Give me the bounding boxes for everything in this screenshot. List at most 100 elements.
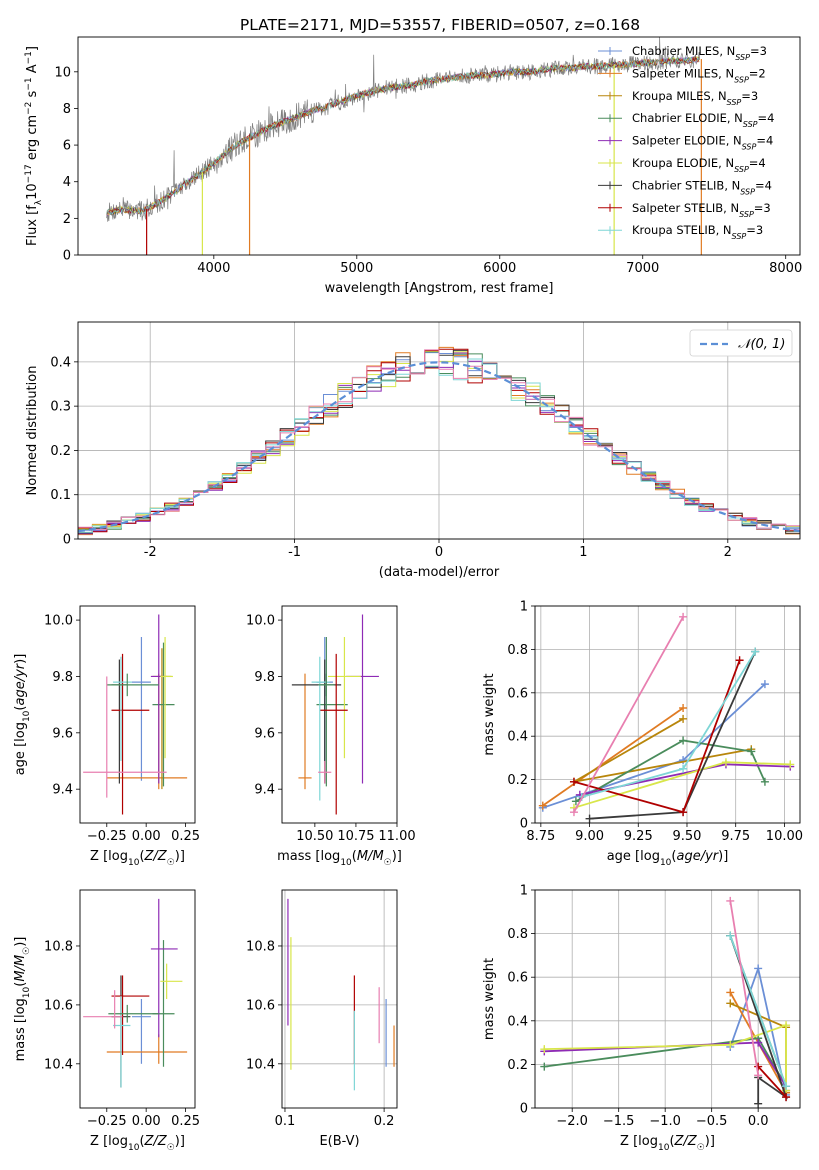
spectrum-panel: 4000 5000 6000 7000 8000 0 2 4 6 8 10 wavelength [A… (24, 36, 802, 296)
mass_vs_Z-xtick-label: 0.25 (171, 1114, 200, 1129)
age_vs_Z-xlabel: Z [log10(Z/Z☉)] (90, 849, 185, 868)
mass-weight-marker (679, 764, 688, 773)
legend-sub: SSP (740, 187, 755, 196)
mass-weight-marker (754, 1099, 763, 1108)
legend-sub: SSP (743, 120, 758, 129)
legend-name: Chabrier STELIB, N (632, 178, 740, 192)
mw_vs_Z-plot (540, 896, 791, 1108)
residuals-ytick-label: 0.2 (50, 444, 71, 459)
ylabel-part: Flux [f (25, 205, 40, 246)
mass_vs_ebv-ytick-label: 10.4 (246, 1057, 275, 1072)
mass-weight-marker (540, 1062, 549, 1071)
ylabel-part: erg cm (25, 115, 40, 164)
mw_vs_age-ytick-label: 0.2 (507, 773, 528, 788)
mass_vs_ebv-xlabel: E(B-V) (319, 1134, 359, 1149)
legend-label: Chabrier MILES, NSSP=3 (632, 44, 767, 62)
xlabel-part: age [log (607, 849, 660, 864)
mass-weight-marker (679, 612, 688, 621)
legend-sub: SSP (739, 209, 754, 218)
xlabel-part: Z [log (90, 849, 128, 864)
errorbar-point (152, 648, 172, 790)
mass_vs_Z-ytick-label: 10.6 (44, 998, 73, 1013)
errorbar-point (152, 642, 175, 787)
mass-weight-marker (569, 808, 578, 817)
mass-weight-series (540, 1021, 791, 1095)
legend-name: Chabrier MILES, N (632, 44, 735, 58)
errorbar-point (328, 637, 361, 759)
mass-weight-marker (760, 777, 769, 786)
mass-weight-series (569, 758, 795, 812)
xlabel-part: wavelength [Angstrom, rest frame] (325, 281, 554, 296)
age_vs_Z-ytick-label: 9.6 (52, 726, 73, 741)
xlabel-part: ( (671, 849, 676, 864)
errorbar-point (111, 653, 150, 815)
figure-title: PLATE=2171, MJD=53557, FIBERID=0507, z=0… (240, 16, 640, 34)
mw_vs_Z-ytick-label: 1 (520, 884, 528, 899)
errorbar-point (106, 1034, 188, 1064)
errorbar-point (150, 614, 167, 784)
mass-weight-marker (538, 801, 547, 810)
age_vs_mass-ytick-label: 9.6 (254, 726, 275, 741)
mass-weight-marker (726, 999, 735, 1008)
legend-count: =2 (749, 66, 766, 80)
mw_vs_age-xtick-label: 8.75 (526, 829, 555, 844)
xlabel-part: )] (705, 1134, 715, 1149)
mass-weight-marker (726, 988, 735, 997)
mass_vs_Z-xtick-label: 0.00 (132, 1114, 161, 1129)
xlabel-part: Z/Z (144, 1134, 168, 1149)
errorbar-point (131, 637, 151, 781)
age_vs_mass-xtick-label: 11.00 (378, 829, 415, 844)
mass-weight-marker (754, 1038, 763, 1047)
age_vs_mass-xtick-label: 10.50 (296, 829, 333, 844)
mass-weight-marker (754, 964, 763, 973)
errorbar-point (318, 761, 332, 784)
legend-count: =3 (741, 89, 758, 103)
ylabel-part: )] (13, 654, 28, 664)
mass-weight-line (544, 1023, 787, 1091)
mass-weight-marker (679, 756, 688, 765)
mw_vs_age-plot (538, 612, 795, 823)
mass-weight-marker (726, 931, 735, 940)
errorbar-point (83, 990, 123, 1029)
mass-weight-marker (760, 680, 769, 689)
age_vs_Z-xtick-label: 0.25 (171, 829, 200, 844)
mw_vs_Z-xtick-label: −1.0 (649, 1114, 681, 1129)
errorbar-point (83, 676, 167, 798)
mw_vs_Z-xtick-label: −2.0 (556, 1114, 588, 1129)
ylabel-part: 10 (22, 710, 32, 722)
mass-weight-series (538, 703, 688, 810)
mw_vs_Z-xtick-label: −1.5 (603, 1114, 635, 1129)
mw_vs_age-xtick-label: 9.25 (624, 829, 653, 844)
ylabel-part: age/yr (13, 662, 28, 705)
xlabel-part: )] (718, 849, 728, 864)
spectrum-ylabel: Flux [fλ10−17 erg cm−2 s−1 A−1] (24, 46, 44, 246)
mass-weight-series (571, 736, 769, 806)
age_vs_Z-panel: −0.25 0.00 0.259.49.69.810.0Z [log10(Z/Z☉)… (13, 605, 200, 868)
mw_vs_age-xtick-label: 9.50 (673, 829, 702, 844)
spectrum-ytick-label: 2 (63, 212, 71, 227)
ylabel-part: λ (34, 199, 44, 205)
legend-label: Chabrier STELIB, NSSP=4 (632, 178, 772, 196)
mass_vs_ebv-xtick-label: 0.1 (275, 1114, 296, 1129)
errorbar-point (131, 999, 151, 1064)
legend-sub: SSP (735, 53, 750, 62)
age_vs_mass-ytick-label: 10.0 (246, 614, 275, 629)
mass-weight-marker (751, 647, 760, 656)
ylabel-part: mass weight (482, 958, 497, 1040)
mass-weight-marker (747, 747, 756, 756)
age_vs_Z-ytick-label: 9.4 (52, 783, 73, 798)
mass-weight-marker (569, 777, 578, 786)
ylabel-part: ] (25, 46, 40, 51)
ylabel-part: M/M (13, 955, 28, 982)
residuals-xtick-label: -1 (288, 545, 301, 560)
legend-count: =4 (756, 134, 773, 148)
mw_vs_age-xlabel: age [log10(age/yr)] (607, 849, 729, 868)
spectrum-legend-entry: Chabrier STELIB, NSSP=4 (598, 178, 772, 196)
mass_vs_Z-xlabel: Z [log10(Z/Z☉)] (90, 1134, 185, 1153)
mw_vs_age-ytick-label: 0 (520, 817, 528, 832)
model-spectrum-line (106, 56, 700, 215)
errorbar-point (150, 898, 178, 1038)
age_vs_Z-xtick-label: 0.00 (132, 829, 161, 844)
